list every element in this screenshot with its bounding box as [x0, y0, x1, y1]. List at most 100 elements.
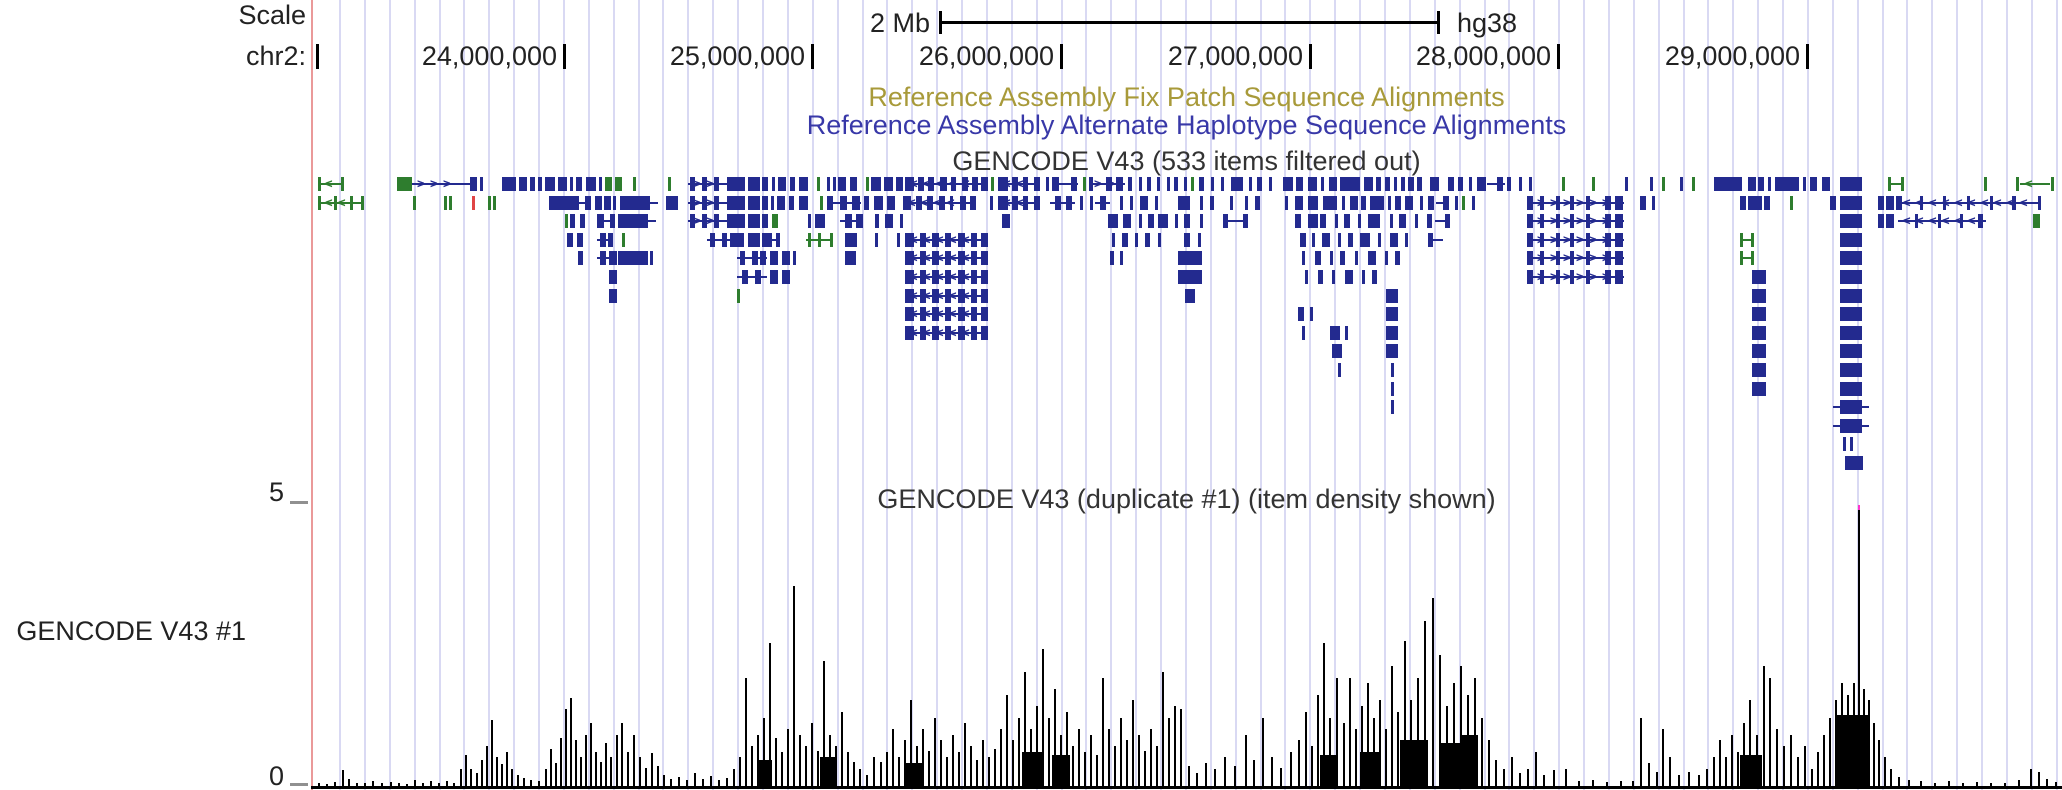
gene-exon-box[interactable]	[748, 214, 760, 228]
gene-exon-box[interactable]	[730, 233, 744, 247]
gene-exon-box[interactable]	[1012, 177, 1018, 191]
gene-exon-box[interactable]	[1399, 214, 1406, 228]
gene-exon-box[interactable]	[1605, 214, 1611, 228]
gene-intron-line[interactable]	[597, 257, 615, 259]
gene-exon-box[interactable]	[755, 270, 761, 284]
gene-tick[interactable]	[1390, 214, 1393, 228]
gene-tick[interactable]	[1391, 382, 1394, 396]
gene-exon-box[interactable]	[971, 251, 977, 265]
gene-exon-box[interactable]	[397, 177, 412, 191]
gene-tick[interactable]	[413, 196, 416, 210]
gene-exon-box[interactable]	[620, 196, 650, 210]
gene-intron-line[interactable]	[1740, 239, 1754, 241]
gene-exon-box[interactable]	[981, 270, 988, 284]
track-title-gencode[interactable]: GENCODE V43 (533 items filtered out)	[952, 146, 1421, 176]
gene-exon-box[interactable]	[1395, 196, 1401, 210]
gene-intron-line[interactable]	[1833, 406, 1869, 408]
gene-tick[interactable]	[1556, 270, 1560, 284]
gene-exon-box[interactable]	[609, 270, 617, 284]
gene-exon-box[interactable]	[748, 196, 760, 210]
gene-exon-box[interactable]	[1752, 363, 1766, 377]
gene-intron-line[interactable]	[1532, 257, 1624, 259]
gene-intron-line[interactable]	[1740, 257, 1754, 259]
gene-tick[interactable]	[1385, 251, 1388, 265]
gene-exon-box[interactable]	[1023, 196, 1028, 210]
gene-tick[interactable]	[2051, 177, 2054, 191]
gene-exon-box[interactable]	[1360, 233, 1370, 247]
gene-exon-box[interactable]	[1300, 233, 1306, 247]
gene-exon-box[interactable]	[519, 177, 527, 191]
gene-exon-box[interactable]	[1605, 270, 1611, 284]
gene-exon-box[interactable]	[945, 307, 951, 321]
gene-exon-box[interactable]	[905, 289, 914, 303]
gene-exon-box[interactable]	[770, 251, 778, 265]
gene-intron-line[interactable]	[1052, 183, 1078, 185]
gene-tick[interactable]	[950, 196, 953, 210]
gene-exon-box[interactable]	[1395, 251, 1400, 265]
gene-exon-box[interactable]	[1184, 233, 1190, 247]
gene-tick[interactable]	[350, 196, 353, 210]
gene-exon-box[interactable]	[470, 177, 477, 191]
gene-exon-box[interactable]	[838, 177, 846, 191]
gene-intron-line[interactable]	[998, 183, 1040, 185]
gene-exon-box[interactable]	[1376, 177, 1381, 191]
gene-exon-box[interactable]	[958, 289, 965, 303]
gene-exon-box[interactable]	[1605, 251, 1611, 265]
gene-exon-box[interactable]	[1348, 233, 1353, 247]
gene-tick[interactable]	[1249, 177, 1252, 191]
gene-exon-box[interactable]	[1210, 196, 1214, 210]
gene-tick[interactable]	[1157, 177, 1160, 191]
gene-exon-box[interactable]	[920, 289, 926, 303]
gene-exon-box[interactable]	[1752, 289, 1766, 303]
gene-exon-box[interactable]	[945, 326, 951, 340]
gene-exon-box[interactable]	[1296, 177, 1303, 191]
gene-exon-box[interactable]	[884, 177, 893, 191]
gene-tick[interactable]	[668, 177, 671, 191]
gene-exon-box[interactable]	[1295, 196, 1303, 210]
gene-exon-box[interactable]	[1428, 196, 1434, 210]
gene-tick[interactable]	[1155, 196, 1158, 210]
gene-exon-box[interactable]	[874, 196, 883, 210]
gene-exon-box[interactable]	[840, 196, 847, 210]
gene-tick[interactable]	[1330, 251, 1333, 265]
gene-exon-box[interactable]	[1527, 251, 1533, 265]
gene-exon-box[interactable]	[1615, 233, 1623, 247]
gene-exon-box[interactable]	[945, 270, 951, 284]
gene-exon-box[interactable]	[1322, 233, 1330, 247]
gene-exon-box[interactable]	[896, 177, 903, 191]
gene-tick[interactable]	[1112, 233, 1115, 247]
gene-intron-line[interactable]	[1487, 183, 1505, 185]
gene-exon-box[interactable]	[740, 251, 745, 265]
gene-exon-box[interactable]	[958, 270, 965, 284]
gene-exon-box[interactable]	[1840, 382, 1862, 396]
gene-tick[interactable]	[1335, 214, 1338, 228]
gene-exon-box[interactable]	[1066, 196, 1072, 210]
gene-exon-box[interactable]	[1178, 251, 1202, 265]
gene-tick[interactable]	[1570, 251, 1574, 265]
gene-tick[interactable]	[1221, 177, 1224, 191]
gene-tick[interactable]	[1355, 251, 1358, 265]
gene-exon-box[interactable]	[1417, 177, 1422, 191]
gene-exon-box[interactable]	[789, 196, 794, 210]
gene-exon-box[interactable]	[962, 177, 968, 191]
gene-exon-box[interactable]	[1386, 326, 1398, 340]
gene-exon-box[interactable]	[845, 233, 857, 247]
gene-exon-box[interactable]	[1748, 177, 1756, 191]
gene-tick[interactable]	[1175, 214, 1178, 228]
gene-exon-box[interactable]	[1408, 177, 1414, 191]
gene-tick[interactable]	[1420, 196, 1423, 210]
gene-exon-box[interactable]	[576, 177, 582, 191]
gene-exon-box[interactable]	[1752, 307, 1766, 321]
gene-tick[interactable]	[1843, 437, 1846, 451]
gene-exon-box[interactable]	[1386, 344, 1398, 358]
gene-tick[interactable]	[1405, 233, 1408, 247]
gene-tick[interactable]	[449, 196, 452, 210]
gene-tick[interactable]	[1200, 196, 1203, 210]
gene-exon-box[interactable]	[538, 177, 542, 191]
gene-tick[interactable]	[1080, 196, 1083, 210]
gene-exon-box[interactable]	[714, 214, 719, 228]
gene-exon-box[interactable]	[945, 233, 951, 247]
gene-tick[interactable]	[613, 196, 616, 210]
gene-tick[interactable]	[318, 196, 321, 210]
gene-exon-box[interactable]	[1775, 177, 1799, 191]
